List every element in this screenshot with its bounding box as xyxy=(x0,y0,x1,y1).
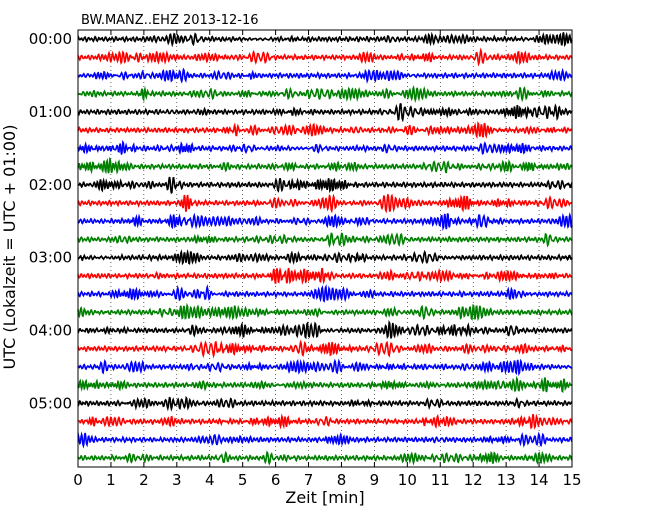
seismic-traces xyxy=(77,31,573,466)
x-tick-label: 13 xyxy=(497,471,516,489)
chart-title: BW.MANZ..EHZ 2013-12-16 xyxy=(81,13,259,28)
x-tick-label: 9 xyxy=(370,471,380,489)
x-tick-label: 4 xyxy=(205,471,215,489)
grid-lines xyxy=(110,30,540,467)
x-tick-label: 12 xyxy=(464,471,483,489)
seismic-trace xyxy=(77,232,573,248)
seismic-trace xyxy=(77,284,573,303)
x-tick-label: 5 xyxy=(238,471,248,489)
seismic-trace xyxy=(77,339,573,359)
y-tick-label: 02:00 xyxy=(29,176,72,194)
y-axis-label: UTC (Lokalzeit = UTC + 01:00) xyxy=(0,125,19,370)
seismic-trace xyxy=(77,47,573,67)
seismic-trace xyxy=(77,266,573,285)
x-tick-label: 0 xyxy=(73,471,83,489)
seismic-trace xyxy=(77,358,573,377)
x-axis-ticks: 0 1 2 3 4 5 6 7 8 9 10 11 12 13 14 15 xyxy=(73,30,582,489)
plot-frame xyxy=(77,29,573,468)
x-tick-label: 6 xyxy=(271,471,281,489)
y-tick-label: 00:00 xyxy=(29,30,72,48)
x-tick-label: 8 xyxy=(337,471,347,489)
seismic-trace xyxy=(77,249,573,266)
seismic-trace xyxy=(77,120,573,140)
y-tick-label: 03:00 xyxy=(29,249,72,267)
seismic-trace xyxy=(77,450,573,466)
seismic-trace xyxy=(77,395,573,412)
x-axis-label: Zeit [min] xyxy=(285,488,364,507)
seismic-trace xyxy=(77,212,573,232)
x-tick-label: 1 xyxy=(106,471,116,489)
seismic-trace xyxy=(77,31,573,48)
seismic-trace xyxy=(77,103,573,123)
seismic-trace xyxy=(77,193,573,214)
x-tick-label: 15 xyxy=(562,471,581,489)
seismic-trace xyxy=(77,302,573,322)
x-tick-label: 10 xyxy=(398,471,417,489)
seismic-trace xyxy=(77,176,573,195)
y-axis-ticks: 00:00 01:00 02:00 03:00 04:00 05:00 xyxy=(29,30,572,412)
seismic-trace xyxy=(77,431,573,449)
seismic-trace xyxy=(77,139,573,155)
seismic-trace xyxy=(77,156,573,175)
x-tick-label: 3 xyxy=(172,471,182,489)
x-tick-label: 7 xyxy=(304,471,314,489)
seismic-trace xyxy=(77,85,573,104)
seismic-trace xyxy=(77,67,573,84)
seismic-trace xyxy=(77,319,573,340)
x-tick-label: 11 xyxy=(431,471,450,489)
y-tick-label: 01:00 xyxy=(29,103,72,121)
y-tick-label: 05:00 xyxy=(29,394,72,412)
x-tick-label: 2 xyxy=(139,471,149,489)
x-tick-label: 14 xyxy=(530,471,549,489)
y-tick-label: 04:00 xyxy=(29,321,72,339)
seismic-trace xyxy=(77,375,573,394)
seismic-trace xyxy=(77,413,573,430)
